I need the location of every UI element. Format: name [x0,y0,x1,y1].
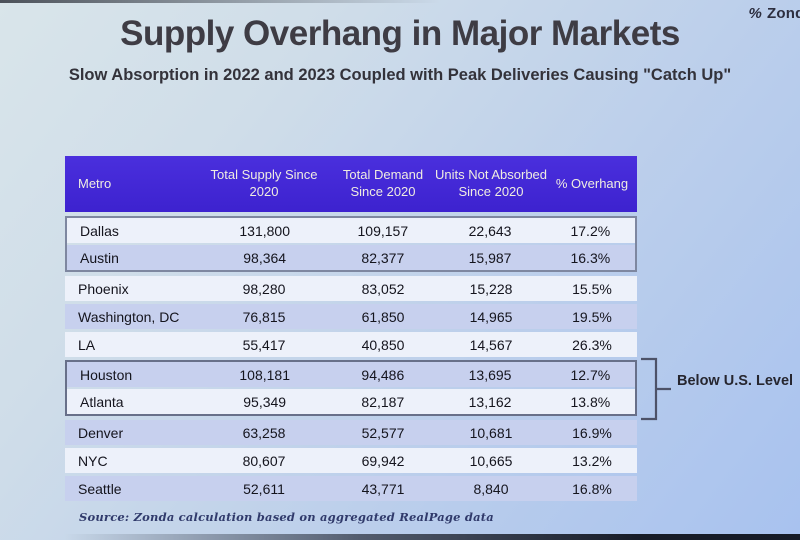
metro-cell: Denver [78,424,124,441]
metro-cell: Austin [80,249,119,266]
units-cell: 22,643 [468,222,512,239]
metro-cell: Phoenix [78,280,129,297]
zonda-logo: % Zonda [748,5,800,22]
column-header-total-supply: Total Supply Since 2020 [210,167,318,199]
demand-cell: 83,052 [361,280,405,297]
below-us-level-label: Below U.S. Level [677,373,794,389]
table-row-washington-dc: Washington, DC 76,815 61,850 14,965 19.5… [65,304,637,329]
column-header-metro: Metro [78,175,112,191]
demand-cell: 61,850 [361,308,405,325]
column-header-units-not-absorbed: Units Not Absorbed Since 2020 [435,167,548,199]
overhang-cell: 13.8% [570,393,611,410]
units-cell: 14,965 [469,308,513,325]
metro-cell: LA [78,336,96,353]
overhang-cell: 16.9% [572,424,612,441]
supply-cell: 98,364 [243,249,287,266]
highlight-box-dallas-austin: Dallas 131,800 109,157 22,643 17.2% Aust… [65,216,637,272]
units-cell: 10,665 [469,452,513,469]
overhang-cell: 17.2% [570,222,611,239]
demand-cell: 43,771 [361,480,405,497]
demand-cell: 109,157 [357,222,409,239]
supply-cell: 76,815 [242,308,286,325]
supply-cell: 55,417 [242,336,286,353]
supply-overhang-table: Metro Total Supply Since 2020 Total Dema… [65,156,637,504]
metro-cell: NYC [78,452,108,469]
photo-bottom-edge [0,534,800,540]
table-row-nyc: NYC 80,607 69,942 10,665 13.2% [65,448,637,473]
units-cell: 15,228 [469,280,513,297]
supply-cell: 80,607 [242,452,286,469]
column-header-pct-overhang: % Overhang [555,175,629,191]
overhang-cell: 26.3% [572,336,612,353]
supply-cell: 98,280 [242,280,286,297]
overhang-cell: 15.5% [572,280,612,297]
zonda-logo-mark-icon: % [748,5,762,22]
demand-cell: 52,577 [361,424,405,441]
supply-cell: 63,258 [242,424,286,441]
table-row-houston: Houston 108,181 94,486 13,695 12.7% [67,362,635,387]
supply-cell: 108,181 [239,366,290,383]
units-cell: 15,987 [468,249,512,266]
below-us-level-bracket-icon [641,357,671,421]
demand-cell: 40,850 [361,336,405,353]
supply-cell: 131,800 [239,222,290,239]
overhang-cell: 16.3% [570,249,611,266]
table-row-phoenix: Phoenix 98,280 83,052 15,228 15.5% [65,276,637,301]
column-header-total-demand: Total Demand Since 2020 [342,167,424,199]
overhang-cell: 13.2% [572,452,612,469]
source-note: Source: Zonda calculation based on aggre… [79,510,494,524]
table-row-denver: Denver 63,258 52,577 10,681 16.9% [65,420,637,445]
metro-cell: Dallas [80,222,119,239]
metro-cell: Washington, DC [78,308,180,325]
table-row-seattle: Seattle 52,611 43,771 8,840 16.8% [65,476,637,501]
table-row-atlanta: Atlanta 95,349 82,187 13,162 13.8% [67,389,635,414]
metro-cell: Houston [80,366,133,383]
units-cell: 14,567 [469,336,513,353]
overhang-cell: 12.7% [570,366,611,383]
overhang-cell: 16.8% [572,480,612,497]
metro-cell: Atlanta [80,393,124,410]
demand-cell: 94,486 [361,366,405,383]
units-cell: 13,695 [468,366,512,383]
overhang-cell: 19.5% [572,308,612,325]
units-cell: 8,840 [473,480,509,497]
units-cell: 13,162 [468,393,512,410]
table-row-austin: Austin 98,364 82,377 15,987 16.3% [67,245,635,270]
table-row-la: LA 55,417 40,850 14,567 26.3% [65,332,637,357]
photo-top-edge [0,0,440,3]
slide-subtitle: Slow Absorption in 2022 and 2023 Coupled… [68,66,732,84]
demand-cell: 82,377 [361,249,405,266]
units-cell: 10,681 [469,424,513,441]
supply-cell: 52,611 [243,480,285,497]
metro-cell: Seattle [78,480,122,497]
slide-title: Supply Overhang in Major Markets [120,14,680,53]
demand-cell: 69,942 [361,452,405,469]
highlight-box-houston-atlanta: Houston 108,181 94,486 13,695 12.7% Atla… [65,360,637,416]
supply-cell: 95,349 [243,393,287,410]
demand-cell: 82,187 [361,393,405,410]
table-row-dallas: Dallas 131,800 109,157 22,643 17.2% [67,218,635,243]
zonda-logo-text: Zonda [767,5,800,22]
table-header-row: Metro Total Supply Since 2020 Total Dema… [65,156,637,212]
